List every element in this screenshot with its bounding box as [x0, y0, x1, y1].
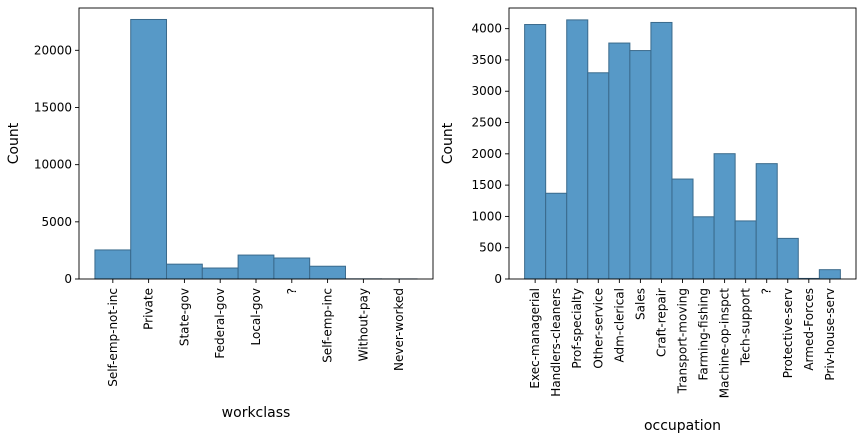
bar-occupation-7 — [671, 178, 694, 280]
workclass-histogram: 0 5000 10000 15000 20000 Self-emp-not-inc Priv… — [6, 7, 434, 421]
x-tick-label: Transport-moving — [676, 288, 690, 394]
y-tick-label: 2000 — [471, 147, 502, 161]
bar-occupation-11 — [755, 163, 778, 280]
bar-workclass-2 — [166, 263, 203, 280]
x-tick-label: Private — [142, 288, 156, 330]
y-tick-label: 1000 — [471, 209, 502, 223]
y-tick-label: 3500 — [471, 53, 502, 67]
y-tick-label: 10000 — [34, 158, 72, 172]
bar-occupation-9 — [713, 153, 736, 280]
y-tick-label: 20000 — [34, 43, 72, 57]
y-tick-label: 1500 — [471, 178, 502, 192]
x-tick-label: Sales — [633, 288, 647, 320]
x-tick-label: Priv-house-serv — [823, 288, 837, 381]
x-tick-label: Handlers-cleaners — [549, 288, 563, 397]
x-tick-label: Adm-clerical — [612, 288, 626, 363]
y-tick-label: 2500 — [471, 116, 502, 130]
x-tick-label: ? — [285, 288, 299, 294]
y-tick-label: 15000 — [34, 100, 72, 114]
x-tick-label: Other-service — [591, 288, 605, 369]
bar-occupation-5 — [629, 50, 652, 280]
x-tick-label: Self-emp-not-inc — [106, 288, 120, 387]
bar-workclass-0 — [94, 249, 132, 280]
bar-occupation-8 — [692, 216, 715, 280]
bar-workclass-4 — [237, 254, 275, 280]
x-tick-label: Exec-managerial — [528, 288, 542, 389]
y-tick-label: 5000 — [41, 215, 72, 229]
x-tick-label: Self-emp-inc — [321, 288, 335, 363]
bar-occupation-14 — [818, 269, 841, 280]
y-tick-label: 500 — [479, 241, 502, 255]
x-tick-label: Craft-repair — [654, 288, 668, 357]
x-tick-label: Prof-specialty — [570, 288, 584, 369]
x-tick-label: Federal-gov — [213, 288, 227, 359]
x-axis-label: workclass — [222, 405, 291, 421]
bar-occupation-3 — [587, 72, 610, 280]
bar-workclass-6 — [309, 265, 346, 280]
bar-occupation-1 — [545, 192, 568, 280]
bar-occupation-0 — [524, 24, 547, 280]
y-tick-label: 0 — [494, 272, 502, 286]
bar-occupation-6 — [650, 21, 673, 280]
x-tick-label: Tech-support — [739, 288, 753, 367]
x-tick-label: Armed-Forces — [802, 288, 816, 371]
x-axis-label: occupation — [644, 418, 721, 434]
y-axis-label: Count — [440, 122, 456, 164]
x-tick-label: Without-pay — [356, 288, 370, 361]
y-tick-label: 3000 — [471, 84, 502, 98]
bar-occupation-12 — [776, 237, 799, 280]
x-tick-label: State-gov — [177, 288, 191, 346]
bar-occupation-10 — [734, 220, 757, 280]
bar-occupation-2 — [566, 19, 589, 280]
x-tick-label: Never-worked — [392, 288, 406, 371]
bar-workclass-3 — [201, 267, 239, 280]
y-tick-label: 4000 — [471, 22, 502, 36]
bar-occupation-4 — [608, 42, 631, 280]
y-axis-label: Count — [6, 122, 22, 164]
occupation-histogram: 0 500 1000 1500 2000 2500 3000 3500 4000 Exec-man… — [440, 7, 857, 434]
x-tick-label: Protective-serv — [781, 288, 795, 378]
y-tick-label: 0 — [64, 272, 72, 286]
bar-workclass-5 — [273, 257, 311, 280]
x-tick-label: Machine-op-inspct — [718, 288, 732, 398]
x-tick-label: ? — [760, 288, 774, 294]
x-tick-label: Local-gov — [249, 288, 263, 346]
bar-workclass-1 — [130, 18, 168, 280]
x-tick-label: Farming-fishing — [697, 288, 711, 380]
